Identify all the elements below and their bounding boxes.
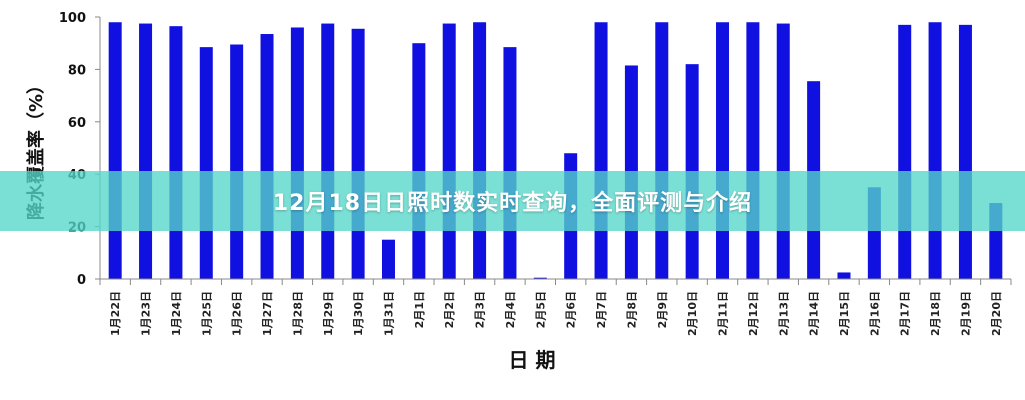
- y-tick-label: 60: [68, 116, 86, 131]
- x-tick-label: 2月7日: [595, 291, 608, 328]
- bar: [594, 22, 608, 280]
- bar: [716, 22, 730, 280]
- banner-title: 12月18日日照时数实时查询，全面评测与介绍: [272, 191, 753, 216]
- bar: [473, 22, 487, 280]
- x-tick-label: 2月8日: [625, 291, 638, 328]
- y-tick-label: 0: [77, 273, 86, 288]
- x-tick-label: 1月23日: [140, 291, 153, 336]
- x-axis-title: 日 期: [509, 348, 556, 372]
- bar: [290, 27, 304, 280]
- bar: [746, 22, 760, 280]
- bar: [928, 22, 942, 280]
- x-tick-label: 1月31日: [382, 291, 395, 336]
- bar: [199, 47, 213, 279]
- x-tick-label: 2月5日: [534, 291, 547, 328]
- bar: [381, 239, 395, 279]
- x-axis: 1月22日 1月23日 1月24日 1月25日 1月26日 1月27日 1月28日 1月29日…: [99, 278, 1012, 336]
- x-tick-label: 2月2日: [443, 291, 456, 328]
- x-tick-label: 1月26日: [231, 291, 244, 336]
- bar: [898, 24, 912, 279]
- bar: [442, 23, 456, 279]
- bar: [655, 22, 669, 280]
- x-tick-label: 2月16日: [868, 291, 881, 336]
- x-tick-label: 1月30日: [352, 291, 365, 336]
- bar: [533, 277, 547, 279]
- bar: [108, 22, 122, 280]
- x-tick-label: 2月3日: [474, 291, 487, 328]
- y-axis: 020406080100: [59, 11, 101, 288]
- x-tick-label: 2月4日: [504, 291, 517, 328]
- x-tick-label: 2月17日: [899, 291, 912, 336]
- bar: [503, 47, 517, 279]
- bar: [139, 23, 153, 279]
- x-tick-label: 2月14日: [808, 291, 821, 336]
- x-tick-label: 1月27日: [261, 291, 274, 336]
- x-tick-label: 2月20日: [990, 291, 1003, 336]
- bar: [412, 43, 426, 280]
- bar: [958, 24, 972, 279]
- x-tick-label: 1月22日: [109, 291, 122, 336]
- x-tick-label: 1月24日: [170, 291, 183, 336]
- y-tick-label: 80: [68, 63, 86, 78]
- bar: [837, 272, 851, 279]
- bars: [108, 22, 1003, 280]
- x-tick-label: 2月12日: [747, 291, 760, 336]
- bar: [230, 44, 244, 280]
- x-tick-label: 2月15日: [838, 291, 851, 336]
- y-tick-label: 100: [59, 11, 86, 26]
- bar: [776, 23, 790, 279]
- x-tick-label: 2月19日: [959, 291, 972, 336]
- bar: [351, 28, 365, 279]
- x-tick-label: 2月10日: [686, 291, 699, 336]
- x-tick-label: 1月28日: [291, 291, 304, 336]
- x-tick-label: 1月29日: [322, 291, 335, 336]
- x-tick-label: 2月18日: [929, 291, 942, 336]
- x-tick-label: 2月13日: [777, 291, 790, 336]
- x-tick-label: 2月9日: [656, 291, 669, 328]
- x-tick-label: 2月1日: [413, 291, 426, 328]
- x-tick-label: 2月6日: [565, 291, 578, 328]
- bar: [260, 34, 274, 279]
- bar: [321, 23, 335, 279]
- x-tick-label: 2月11日: [717, 291, 730, 336]
- bar: [169, 26, 183, 280]
- x-tick-label: 1月25日: [200, 291, 213, 336]
- title-banner: 12月18日日照时数实时查询，全面评测与介绍: [0, 171, 1025, 231]
